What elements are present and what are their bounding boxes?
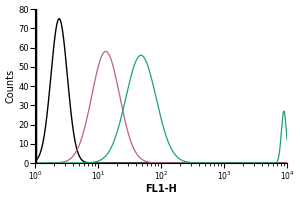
Y-axis label: Counts: Counts — [6, 69, 16, 103]
X-axis label: FL1-H: FL1-H — [145, 184, 177, 194]
